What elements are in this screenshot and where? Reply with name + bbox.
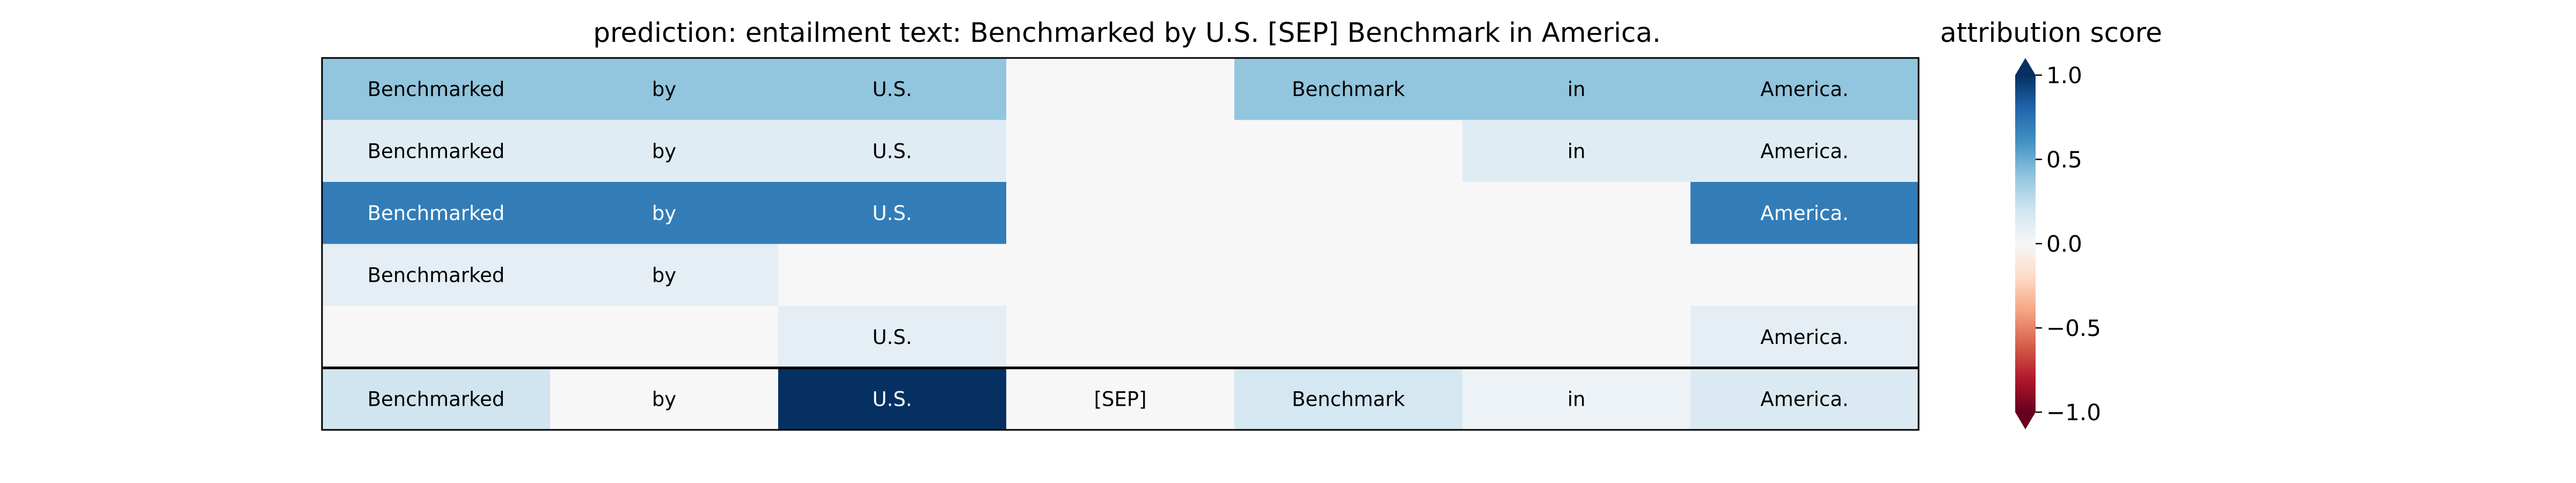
chart-title: prediction: entailment text: Benchmarked… [593,17,1660,48]
heatmap-cell [778,306,1007,368]
heatmap-cell [1234,182,1463,244]
token-label: by [652,140,676,163]
token-label: America. [1760,78,1848,101]
heatmap-cell [1462,182,1691,244]
colorbar: 1.0 0.5 0.0 −0.5 −1.0 [2015,58,2101,429]
token-label: in [1568,140,1586,163]
token-label: Benchmark [1292,78,1405,101]
token-label: America. [1760,140,1848,163]
heatmap-cell [1690,182,1919,244]
heatmap-cell [322,58,551,120]
heatmap-cell [550,306,779,368]
heatmap-cell [322,306,551,368]
summary-token-label: Benchmarked [368,387,505,411]
summary-heatmap-cell [550,368,779,430]
heatmap-cell [550,244,779,306]
heatmap-cell [1690,306,1919,368]
heatmap-cell [1006,306,1235,368]
heatmap-cell [322,120,551,182]
heatmap-cell [1462,120,1691,182]
heatmap-cell [1006,182,1235,244]
summary-heatmap-cell [322,368,551,430]
heatmap-cell [1462,58,1691,120]
colorbar-tick-label: 0.5 [2046,147,2082,173]
heatmap-cell [1234,306,1463,368]
heatmap-border [321,57,1920,431]
heatmap-cell [1234,244,1463,306]
summary-token-label: in [1568,387,1586,411]
token-label: by [652,264,676,287]
token-label: U.S. [872,140,912,163]
heatmap-cell [550,58,779,120]
token-label: Benchmarked [368,140,505,163]
summary-heatmap-cell [1006,368,1235,430]
colorbar-tick-label: −0.5 [2046,315,2101,341]
heatmap-cell [1462,244,1691,306]
summary-token-label: Benchmark [1292,387,1405,411]
heatmap-cell [1006,58,1235,120]
summary-token-label: America. [1760,387,1848,411]
token-label: by [652,202,676,225]
heatmap-cell [1690,58,1919,120]
heatmap-grid: Benchmarked by U.S. Benchmark in America. Benc… [321,57,1920,431]
summary-token-label: U.S. [872,387,912,411]
colorbar-gradient [2015,75,2036,412]
summary-heatmap-cell [1690,368,1919,430]
token-label: U.S. [872,78,912,101]
colorbar-tick-label: 0.0 [2046,231,2082,257]
summary-token-label: [SEP] [1094,387,1146,411]
colorbar-tick-label: −1.0 [2046,399,2101,426]
heatmap-cell [1006,244,1235,306]
heatmap-cell [1462,306,1691,368]
token-label: America. [1760,326,1848,349]
colorbar-max-arrow [2015,58,2036,75]
token-label: U.S. [872,202,912,225]
heatmap-cell [550,120,779,182]
heatmap-cell [1234,58,1463,120]
summary-heatmap-cell [1462,368,1691,430]
token-label: Benchmarked [368,264,505,287]
heatmap-cell [778,58,1007,120]
summary-token-label: by [652,387,676,411]
colorbar-label: attribution score [1940,17,2162,48]
heatmap-cell [1690,244,1919,306]
token-label: in [1568,78,1586,101]
token-label: Benchmarked [368,202,505,225]
heatmap-cell [550,182,779,244]
token-label: America. [1760,202,1848,225]
heatmap-cell [778,120,1007,182]
token-label: Benchmarked [368,78,505,101]
heatmap-cell [1690,120,1919,182]
heatmap-cell [322,244,551,306]
summary-heatmap-cell [1234,368,1463,430]
heatmap-cell [778,244,1007,306]
colorbar-min-arrow [2015,412,2036,429]
heatmap-cell [1006,120,1235,182]
summary-heatmap-cell [778,368,1007,430]
heatmap-cell [1234,120,1463,182]
heatmap-cell [322,182,551,244]
heatmap-cell [778,182,1007,244]
token-label: U.S. [872,326,912,349]
token-label: by [652,78,676,101]
colorbar-tick-label: 1.0 [2046,62,2082,89]
